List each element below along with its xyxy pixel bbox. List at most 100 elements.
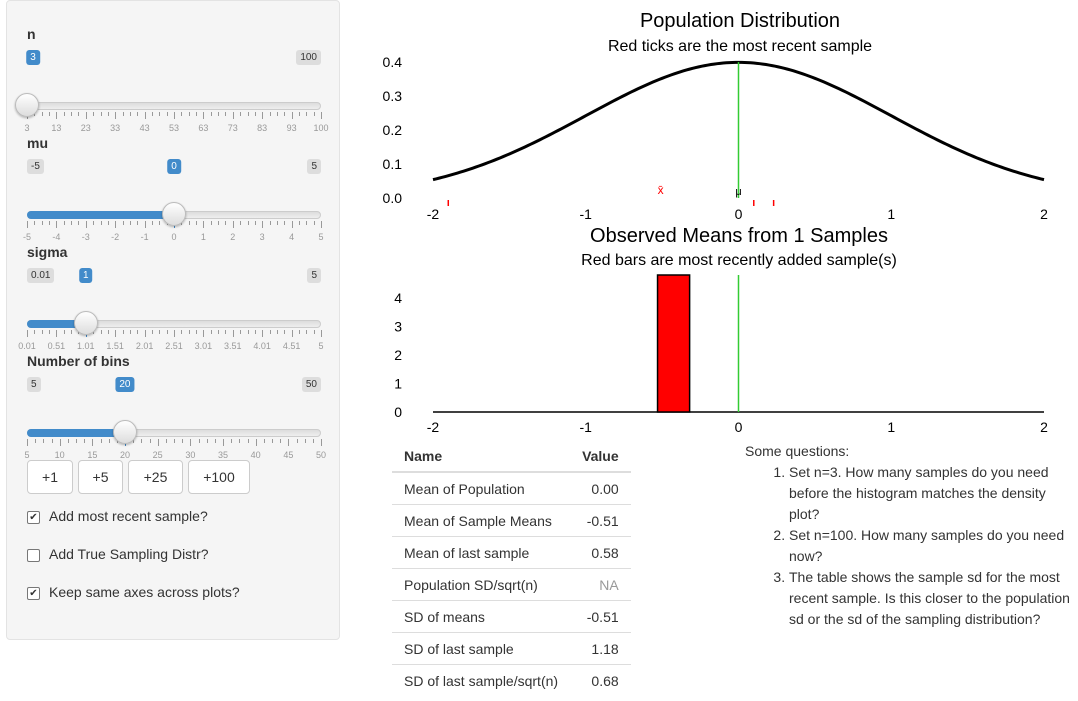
- slider-label: mu: [27, 135, 48, 151]
- slider-tick: [313, 330, 315, 334]
- checkbox-box[interactable]: [27, 549, 40, 562]
- slider-sigma[interactable]: sigma 0.01 5 1 0.01 0.51 1.01 1.51 2.01 2.51 3.01…: [18, 244, 323, 351]
- slider-tick-label: 5: [318, 232, 324, 242]
- slider-tick: [100, 330, 102, 334]
- slider-tick: [129, 221, 131, 225]
- checkbox-box[interactable]: ✔: [27, 587, 40, 600]
- slider-tick: [181, 112, 183, 116]
- slider-tick: [206, 439, 208, 443]
- slider-tick-label: 100: [313, 123, 329, 133]
- slider-tick-label: 93: [286, 123, 297, 133]
- slider-tick: [188, 112, 190, 116]
- slider-handle[interactable]: [162, 202, 186, 226]
- slider-tick: [141, 439, 143, 443]
- slider-tick: [49, 330, 51, 334]
- slider-tick: [151, 330, 153, 334]
- slider-tick-label: 50: [315, 450, 327, 460]
- x-tick-label: 2: [1040, 419, 1048, 435]
- slider-tick: [276, 112, 278, 116]
- slider-tick: [107, 330, 109, 334]
- slider-label: n: [27, 26, 36, 42]
- slider-tick-labels: 3 13 23 33 43 53 63 73 83 93 100: [24, 123, 328, 135]
- slider-tick-label: 33: [110, 123, 121, 133]
- slider-tick: [56, 221, 58, 228]
- header-name: Name: [392, 440, 571, 473]
- slider-tick: [93, 112, 95, 116]
- questions-panel: Some questions: Set n=3. How many sample…: [745, 441, 1070, 630]
- slider-tick: [296, 439, 298, 443]
- questions-intro: Some questions:: [745, 443, 850, 459]
- slider-tick-label: 73: [227, 123, 238, 133]
- slider-tick: [151, 112, 153, 116]
- slider-n[interactable]: n 310033132333435363738393100: [15, 26, 329, 133]
- slider-tick-label: 45: [283, 450, 294, 460]
- add-1-button[interactable]: +1: [27, 460, 73, 494]
- slider-bins[interactable]: Number of bins 5 50 20 5 10 15 20 25 30 35 40 45 50: [24, 353, 326, 460]
- slider-tick: [214, 439, 216, 443]
- slider-tick: [133, 439, 135, 443]
- slider-tick-label: -4: [52, 232, 61, 242]
- slider-tick-label: -1: [140, 232, 149, 242]
- question-item: The table shows the sample sd for the mo…: [789, 567, 1070, 630]
- y-tick-label: 0.2: [383, 122, 403, 138]
- slider-max-badge: 5: [307, 268, 321, 283]
- add-5-button[interactable]: +5: [78, 460, 123, 494]
- slider-tick-label: 35: [217, 450, 229, 460]
- slider-tick-label: 3.01: [194, 341, 213, 351]
- row-name: Mean of Sample Means: [392, 504, 571, 537]
- slider-tick: [56, 330, 58, 337]
- checkbox-box[interactable]: ✔: [27, 511, 40, 524]
- y-tick-label: 0: [394, 404, 402, 420]
- slider-value-badge: 20: [115, 377, 135, 392]
- slider-tick: [122, 112, 124, 116]
- slider-tick: [203, 330, 205, 337]
- slider-tick-label: 0.01: [18, 341, 36, 351]
- slider-tick: [218, 221, 220, 225]
- slider-tick: [254, 330, 256, 334]
- row-name: Population SD/sqrt(n): [392, 568, 571, 601]
- question-item: Set n=100. How many samples do you need …: [789, 525, 1070, 567]
- slider-tick-label: 2: [230, 232, 236, 242]
- row-name: Mean of Population: [392, 471, 571, 505]
- slider-tick: [92, 439, 94, 446]
- slider-tick: [137, 221, 139, 225]
- slider-mu[interactable]: mu -5 5 0 -5 -4 -3 -2 -1 0 1 2 3 4 5: [23, 135, 324, 242]
- slider-tick: [174, 330, 175, 337]
- row-value: 0.58: [570, 536, 631, 569]
- slider-handle[interactable]: [15, 93, 39, 117]
- slider-tick: [231, 439, 233, 443]
- slider-tick: [71, 330, 73, 334]
- slider-tick: [196, 330, 198, 334]
- slider-tick: [263, 439, 265, 443]
- add-25-button[interactable]: +25: [128, 460, 183, 494]
- slider-tick: [188, 221, 190, 225]
- y-tick-label: 0.4: [383, 54, 403, 70]
- slider-value-badge: 0: [167, 159, 181, 174]
- slider-max-badge: 50: [301, 377, 321, 392]
- table-row: Mean of last sample 0.58: [392, 536, 631, 569]
- slider-tick: [56, 112, 58, 119]
- slider-tick: [43, 439, 45, 443]
- slider-tick: [262, 112, 264, 119]
- slider-tick: [27, 330, 28, 337]
- slider-tick-label: 63: [198, 123, 209, 133]
- slider-tick: [288, 439, 290, 446]
- slider-tick: [149, 439, 151, 443]
- table-row: SD of last sample 1.18: [392, 632, 631, 665]
- slider-tick-label: -5: [22, 232, 32, 242]
- slider-tick: [115, 330, 117, 337]
- slider-tick: [276, 330, 278, 334]
- slider-ticks: [27, 330, 322, 338]
- slider-tick-label: 10: [54, 450, 65, 460]
- slider-handle[interactable]: [112, 420, 137, 444]
- slider-value-badge: 1: [79, 268, 93, 283]
- mu-label: μ: [735, 186, 741, 198]
- slider-handle[interactable]: [73, 311, 98, 335]
- slider-tick: [41, 112, 43, 116]
- add-100-button[interactable]: +100: [188, 460, 250, 494]
- slider-tick: [321, 112, 322, 119]
- slider-tick: [181, 330, 183, 334]
- slider-tick: [225, 112, 227, 116]
- x-tick-label: 1: [887, 419, 895, 435]
- questions-list: Set n=3. How many samples do you need be…: [745, 462, 1070, 630]
